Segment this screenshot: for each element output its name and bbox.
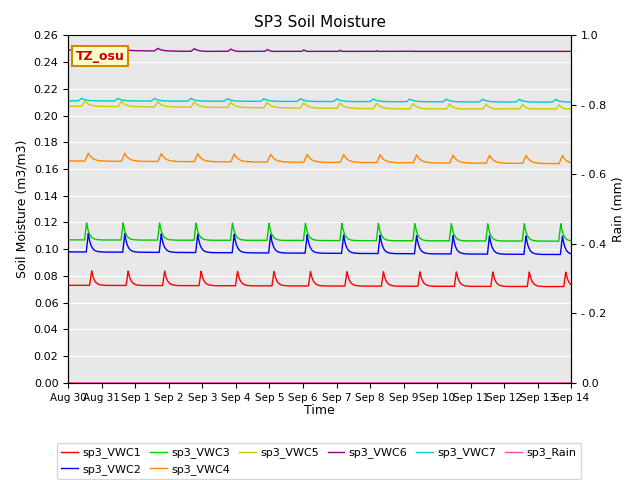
sp3_VWC6 <box>64 47 72 53</box>
sp3_VWC6 <box>155 46 163 52</box>
sp3_Rain <box>64 380 72 386</box>
sp3_VWC7 <box>461 99 468 105</box>
sp3_VWC3 <box>568 238 575 244</box>
sp3_VWC7 <box>155 97 163 103</box>
Line: sp3_VWC3: sp3_VWC3 <box>68 223 572 241</box>
Line: sp3_VWC4: sp3_VWC4 <box>68 153 572 164</box>
sp3_VWC7 <box>64 98 72 104</box>
sp3_VWC4 <box>555 161 563 167</box>
sp3_VWC5 <box>400 106 408 112</box>
sp3_VWC3 <box>433 238 440 244</box>
sp3_VWC3 <box>555 238 563 244</box>
sp3_VWC3 <box>155 227 163 233</box>
sp3_VWC4 <box>461 160 468 166</box>
sp3_VWC7 <box>567 99 575 105</box>
sp3_VWC7 <box>77 96 85 101</box>
sp3_VWC7 <box>568 99 575 105</box>
sp3_VWC4 <box>64 158 72 164</box>
sp3_VWC5 <box>81 98 89 104</box>
sp3_VWC1 <box>64 282 72 288</box>
Line: sp3_VWC5: sp3_VWC5 <box>68 101 572 109</box>
X-axis label: Time: Time <box>305 404 335 417</box>
Y-axis label: Rain (mm): Rain (mm) <box>612 176 625 242</box>
sp3_VWC2 <box>568 251 575 257</box>
sp3_VWC1 <box>560 284 568 289</box>
sp3_VWC1 <box>433 283 440 289</box>
sp3_VWC1 <box>567 282 575 288</box>
sp3_VWC1 <box>155 283 163 288</box>
sp3_VWC2 <box>64 249 72 255</box>
sp3_VWC1 <box>404 283 412 289</box>
sp3_VWC3 <box>404 238 412 244</box>
sp3_VWC7 <box>301 97 308 103</box>
Y-axis label: Soil Moisture (m3/m3): Soil Moisture (m3/m3) <box>15 140 28 278</box>
sp3_VWC2 <box>404 251 412 257</box>
sp3_VWC1 <box>88 268 95 274</box>
sp3_VWC4 <box>155 156 163 162</box>
sp3_VWC4 <box>84 150 92 156</box>
sp3_VWC7 <box>433 99 440 105</box>
sp3_VWC3 <box>83 220 90 226</box>
sp3_VWC4 <box>568 160 575 166</box>
sp3_VWC5 <box>568 106 575 112</box>
sp3_Rain <box>433 380 440 386</box>
sp3_VWC2 <box>557 252 564 257</box>
Line: sp3_VWC6: sp3_VWC6 <box>68 48 572 51</box>
sp3_VWC6 <box>568 48 575 54</box>
sp3_VWC6 <box>203 48 211 54</box>
sp3_VWC6 <box>301 48 308 53</box>
sp3_VWC4 <box>301 157 308 163</box>
sp3_VWC7 <box>404 97 412 103</box>
sp3_VWC1 <box>461 283 468 288</box>
Legend: sp3_VWC1, sp3_VWC2, sp3_VWC3, sp3_VWC4, sp3_VWC5, sp3_VWC6, sp3_VWC7, sp3_Rain: sp3_VWC1, sp3_VWC2, sp3_VWC3, sp3_VWC4, … <box>57 443 581 479</box>
sp3_Rain <box>301 380 308 386</box>
sp3_Rain <box>567 380 575 386</box>
sp3_VWC5 <box>404 106 412 112</box>
sp3_VWC4 <box>404 160 412 166</box>
sp3_VWC6 <box>567 48 575 54</box>
sp3_VWC6 <box>81 45 89 50</box>
sp3_VWC4 <box>433 160 440 166</box>
sp3_Rain <box>461 380 468 386</box>
sp3_VWC5 <box>64 103 72 109</box>
Text: TZ_osu: TZ_osu <box>76 49 124 63</box>
sp3_VWC2 <box>567 251 575 257</box>
sp3_Rain <box>568 380 575 386</box>
sp3_VWC5 <box>567 106 575 112</box>
sp3_Rain <box>155 380 163 386</box>
sp3_VWC2 <box>433 251 440 257</box>
sp3_VWC6 <box>433 48 440 54</box>
sp3_VWC2 <box>301 250 308 256</box>
sp3_VWC6 <box>404 48 412 54</box>
Title: SP3 Soil Moisture: SP3 Soil Moisture <box>254 15 386 30</box>
Line: sp3_VWC2: sp3_VWC2 <box>68 233 572 254</box>
sp3_VWC2 <box>84 230 92 236</box>
sp3_VWC5 <box>155 100 163 106</box>
sp3_VWC5 <box>461 106 468 112</box>
sp3_VWC3 <box>461 238 468 244</box>
sp3_VWC3 <box>64 237 72 243</box>
sp3_VWC1 <box>301 283 308 289</box>
Line: sp3_VWC1: sp3_VWC1 <box>68 271 572 287</box>
sp3_VWC5 <box>433 106 440 112</box>
sp3_VWC2 <box>461 251 468 257</box>
sp3_VWC2 <box>155 250 163 255</box>
sp3_VWC4 <box>567 160 575 166</box>
sp3_VWC5 <box>301 101 308 107</box>
sp3_VWC3 <box>301 227 308 232</box>
sp3_Rain <box>404 380 412 386</box>
sp3_VWC1 <box>568 282 575 288</box>
sp3_VWC6 <box>461 48 468 54</box>
Line: sp3_VWC7: sp3_VWC7 <box>68 98 572 102</box>
sp3_VWC7 <box>548 99 556 105</box>
sp3_VWC3 <box>567 238 575 244</box>
